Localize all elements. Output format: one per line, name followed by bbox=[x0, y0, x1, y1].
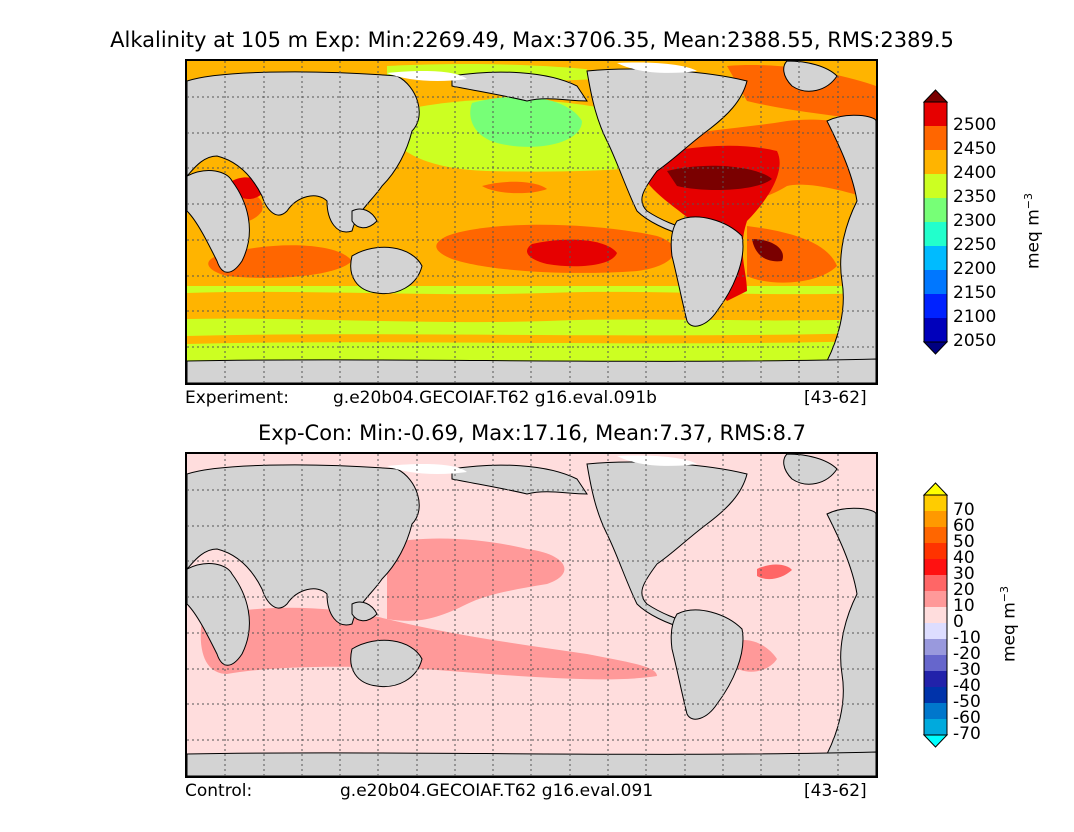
bottom-colorbar-tick-label: 10 bbox=[953, 596, 975, 616]
greenland bbox=[783, 61, 838, 92]
bottom-colorbar-tick-label: -20 bbox=[953, 644, 981, 664]
diff-graticule bbox=[187, 454, 876, 776]
bottom-footer-label: Control: bbox=[185, 781, 253, 801]
top-colorbar-tick-label: 2300 bbox=[953, 211, 997, 231]
bottom-colorbar-swatch bbox=[924, 527, 947, 544]
top-colorbar-extend-top bbox=[922, 89, 949, 103]
bottom-colorbar-svg bbox=[922, 482, 949, 748]
top-colorbar-tick-label: 2100 bbox=[953, 307, 997, 327]
africa-east bbox=[187, 170, 250, 273]
top-footer-case: g.e20b04.GECOIAF.T62 g16.eval.091b bbox=[333, 388, 657, 408]
top-colorbar-swatch bbox=[924, 102, 947, 127]
diff-south-indo-pacific bbox=[200, 607, 657, 680]
bottom-colorbar-swatch bbox=[924, 639, 947, 656]
europe-africa-west bbox=[826, 114, 876, 362]
north-pacific-high bbox=[482, 181, 547, 194]
top-colorbar-unit: meq m−3 bbox=[1022, 193, 1044, 269]
bottom-colorbar-swatch bbox=[924, 719, 947, 736]
bottom-colorbar-swatch bbox=[924, 591, 947, 608]
bottom-colorbar-swatch bbox=[924, 655, 947, 672]
graticule bbox=[187, 61, 876, 383]
diff-west-pacific bbox=[387, 538, 565, 621]
bottom-colorbar-unit: meq m−3 bbox=[998, 586, 1020, 662]
nordic-seas-region bbox=[727, 65, 876, 121]
top-colorbar-swatch bbox=[924, 294, 947, 319]
top-colorbar-swatch bbox=[924, 222, 947, 247]
top-colorbar-swatch bbox=[924, 174, 947, 199]
bottom-colorbar-swatch bbox=[924, 575, 947, 592]
bottom-colorbar-tick-label: -30 bbox=[953, 660, 981, 680]
south-atlantic-core bbox=[752, 239, 783, 262]
top-colorbar-tick-label: 2050 bbox=[953, 331, 997, 351]
bottom-colorbar-swatch bbox=[924, 511, 947, 528]
bottom-colorbar-swatch bbox=[924, 607, 947, 624]
australia bbox=[350, 246, 423, 295]
top-colorbar-tick-label: 2450 bbox=[953, 139, 997, 159]
top-map-title: Alkalinity at 105 m Exp: Min:2269.49, Ma… bbox=[110, 28, 954, 52]
bottom-colorbar-extend-bottom bbox=[922, 734, 949, 748]
top-map-canvas bbox=[187, 61, 876, 383]
bottom-footer-years: [43-62] bbox=[804, 781, 867, 801]
bottom-colorbar-extend-top bbox=[922, 482, 949, 496]
top-colorbar-swatch bbox=[924, 270, 947, 295]
top-colorbar-swatch bbox=[924, 150, 947, 175]
top-colorbar-extend-bottom bbox=[922, 341, 949, 355]
top-colorbar-swatch bbox=[924, 126, 947, 151]
top-footer-label: Experiment: bbox=[185, 388, 289, 408]
bottom-colorbar-tick-label: 0 bbox=[953, 612, 964, 632]
top-footer-years: [43-62] bbox=[804, 388, 867, 408]
bottom-colorbar-tick-label: 60 bbox=[953, 516, 975, 536]
top-colorbar-swatch bbox=[924, 246, 947, 271]
top-map-plot bbox=[185, 59, 878, 385]
bottom-colorbar-tick-label: 20 bbox=[953, 580, 975, 600]
southeast-asia bbox=[351, 208, 378, 229]
bottom-colorbar-swatch bbox=[924, 559, 947, 576]
top-colorbar-tick-label: 2150 bbox=[953, 283, 997, 303]
north-atlantic-core bbox=[667, 165, 772, 191]
bottom-map-plot bbox=[185, 452, 878, 778]
bottom-colorbar-tick-label: 50 bbox=[953, 532, 975, 552]
bottom-colorbar-tick-label: 30 bbox=[953, 564, 975, 584]
bottom-colorbar-tick-label: 40 bbox=[953, 548, 975, 568]
diff-land-masses bbox=[187, 454, 876, 776]
top-colorbar-tick-label: 2200 bbox=[953, 259, 997, 279]
bottom-colorbar-tick-label: -40 bbox=[953, 676, 981, 696]
top-colorbar bbox=[922, 89, 949, 355]
top-colorbar-tick-label: 2250 bbox=[953, 235, 997, 255]
bottom-colorbar-swatch bbox=[924, 495, 947, 512]
north-america bbox=[586, 68, 748, 237]
top-colorbar-swatch bbox=[924, 198, 947, 223]
bottom-footer-case: g.e20b04.GECOIAF.T62 g16.eval.091 bbox=[340, 781, 654, 801]
bottom-colorbar-tick-label: -70 bbox=[953, 724, 981, 744]
sea-ice-patch bbox=[387, 71, 467, 81]
sea-ice-patch-2 bbox=[617, 62, 697, 73]
bottom-colorbar-tick-label: -10 bbox=[953, 628, 981, 648]
alaska bbox=[451, 71, 588, 102]
bottom-colorbar-swatch bbox=[924, 703, 947, 720]
south-america bbox=[670, 216, 744, 327]
bottom-colorbar bbox=[922, 482, 949, 748]
top-colorbar-swatch bbox=[924, 318, 947, 343]
bottom-colorbar-swatch bbox=[924, 671, 947, 688]
bottom-colorbar-swatch bbox=[924, 543, 947, 560]
bottom-map-canvas bbox=[187, 454, 876, 776]
bottom-colorbar-swatch bbox=[924, 687, 947, 704]
bottom-colorbar-tick-label: -60 bbox=[953, 708, 981, 728]
bottom-colorbar-tick-label: 70 bbox=[953, 500, 975, 520]
bottom-colorbar-swatch bbox=[924, 623, 947, 640]
top-colorbar-tick-label: 2500 bbox=[953, 115, 997, 135]
southern-ocean-stripe-2 bbox=[187, 333, 876, 344]
south-atlantic-region bbox=[747, 226, 837, 283]
top-colorbar-tick-label: 2400 bbox=[953, 163, 997, 183]
north-pacific-core bbox=[470, 96, 582, 147]
top-colorbar-svg bbox=[922, 89, 949, 355]
top-colorbar-tick-label: 2350 bbox=[953, 187, 997, 207]
bottom-map-title: Exp-Con: Min:-0.69, Max:17.16, Mean:7.37… bbox=[257, 421, 807, 445]
bottom-colorbar-tick-label: -50 bbox=[953, 692, 981, 712]
south-pacific-core bbox=[527, 239, 617, 267]
diff-gulf-stream bbox=[757, 564, 792, 580]
